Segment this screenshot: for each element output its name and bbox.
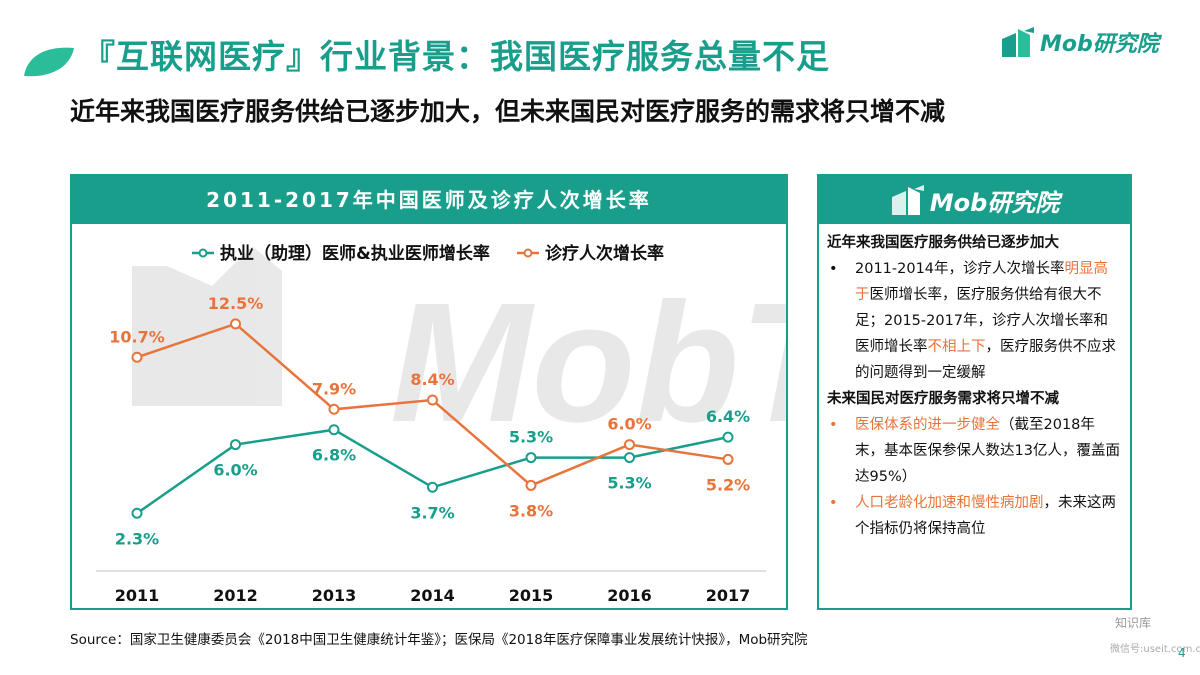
data-label: 10.7% <box>109 327 165 346</box>
page-number: 4 <box>1178 646 1186 660</box>
insight-panel: Mob研究院 近年来我国医疗服务供给已逐步加大 • 2011-2014年，诊疗人… <box>817 174 1132 610</box>
data-point <box>624 452 635 464</box>
data-point <box>722 431 734 443</box>
corner-watermark: 知识库 <box>1115 616 1152 630</box>
brand-logo: Mob研究院 <box>1000 22 1159 62</box>
bullet-aging: • 人口老龄化加速和慢性病加剧，未来这两个指标仍将保持高位 <box>827 490 1122 542</box>
data-point <box>525 452 537 464</box>
watermark-text: MobTech <box>390 268 788 458</box>
data-label: 2.3% <box>115 529 159 548</box>
leaf-logo-icon <box>24 47 74 77</box>
data-point <box>328 424 340 436</box>
corner-watermark-sub: 微信号:useit.com.cn <box>1110 644 1200 655</box>
bullet-dot: • <box>829 417 838 433</box>
bullet-dot: • <box>829 495 838 511</box>
data-label: 8.4% <box>410 370 454 389</box>
source-note: Source：国家卫生健康委员会《2018中国卫生健康统计年鉴》；医保局《201… <box>70 632 808 648</box>
brand-name: Mob研究院 <box>1040 32 1159 57</box>
data-point <box>525 479 537 491</box>
bullet-text: ，医疗服务供不应求的问题得到一定缓解 <box>855 339 1116 381</box>
data-label: 6.8% <box>312 446 356 465</box>
chart-title: 2011-2017年中国医师及诊疗人次增长率 <box>72 176 786 224</box>
bullet-dot: • <box>829 261 838 277</box>
data-label: 5.2% <box>706 475 750 494</box>
x-tick-label: 2011 <box>115 586 160 605</box>
x-tick-label: 2017 <box>706 586 751 605</box>
data-point <box>427 481 438 493</box>
x-tick-label: 2014 <box>410 586 455 605</box>
data-label: 3.7% <box>410 503 454 522</box>
legend-label: 诊疗人次增长率 <box>545 243 664 264</box>
data-point <box>624 439 635 451</box>
x-tick-label: 2012 <box>213 586 258 605</box>
x-tick-label: 2016 <box>607 586 652 605</box>
section-heading-demand: 未来国民对医疗服务需求将只增不减 <box>827 391 1059 407</box>
legend-marker <box>198 248 208 258</box>
legend-marker <box>523 248 533 258</box>
line-chart: MobTech 执业（助理）医师&执业医师增长率 诊疗人次增长率 2011 2012 2… <box>96 243 788 605</box>
bullet-highlight: 明显高于 <box>855 261 1109 303</box>
data-point <box>131 507 143 519</box>
legend-label: 执业（助理）医师&执业医师增长率 <box>220 243 490 264</box>
bullet-text: ，未来这两个指标仍将保持高位 <box>855 495 1116 537</box>
data-label: 6.0% <box>607 415 651 434</box>
insight-panel-brand: Mob研究院 <box>929 188 1060 217</box>
page-subtitle: 近年来我国医疗服务供给已逐步加大，但未来国民对医疗服务的需求将只增不减 <box>70 97 946 126</box>
chart-panel: MobTech 执业（助理）医师&执业医师增长率 诊疗人次增长率 2011 2012 2… <box>70 174 788 610</box>
bullet-text: （截至2018年末，基本医保参保人数达13亿人，覆盖面达95%） <box>855 417 1120 485</box>
watermark: MobTech <box>132 246 788 458</box>
bullet-highlight: 不相上下 <box>927 339 986 355</box>
bullet-supply: • 2011-2014年，诊疗人次增长率明显高于医师增长率，医疗服务供给有很大不… <box>827 256 1122 386</box>
data-label: 7.9% <box>312 379 356 398</box>
data-label: 6.0% <box>213 461 257 480</box>
bullet-highlight: 医保体系的进一步健全 <box>855 417 1000 433</box>
x-tick-label: 2015 <box>509 586 554 605</box>
section-heading-supply: 近年来我国医疗服务供给已逐步加大 <box>827 235 1059 251</box>
data-point <box>328 403 340 415</box>
data-label: 6.4% <box>706 407 750 426</box>
data-point <box>131 351 143 363</box>
insight-panel-header: Mob研究院 <box>819 176 1130 224</box>
data-point <box>427 394 438 406</box>
data-point <box>230 439 241 451</box>
x-tick-label: 2013 <box>312 586 357 605</box>
data-point <box>230 318 241 330</box>
data-label: 5.3% <box>509 428 553 447</box>
data-point <box>722 453 734 465</box>
data-label: 3.8% <box>509 501 553 520</box>
bullet-insurance: • 医保体系的进一步健全（截至2018年末，基本医保参保人数达13亿人，覆盖面达… <box>827 412 1122 490</box>
bullet-text: 2011-2014年，诊疗人次增长率 <box>855 261 1065 277</box>
brand-building-icon <box>1002 27 1034 57</box>
data-label: 12.5% <box>208 294 264 313</box>
bullet-text: 医师增长率，医疗服务供给有很大不足；2015-2017年，诊疗人次增长率和医师增… <box>855 287 1109 355</box>
data-label: 5.3% <box>607 474 651 493</box>
bullet-highlight: 人口老龄化加速和慢性病加剧 <box>855 495 1044 511</box>
brand-building-icon <box>891 185 924 215</box>
page-title: 『互联网医疗』行业背景：我国医疗服务总量不足 <box>82 37 830 76</box>
